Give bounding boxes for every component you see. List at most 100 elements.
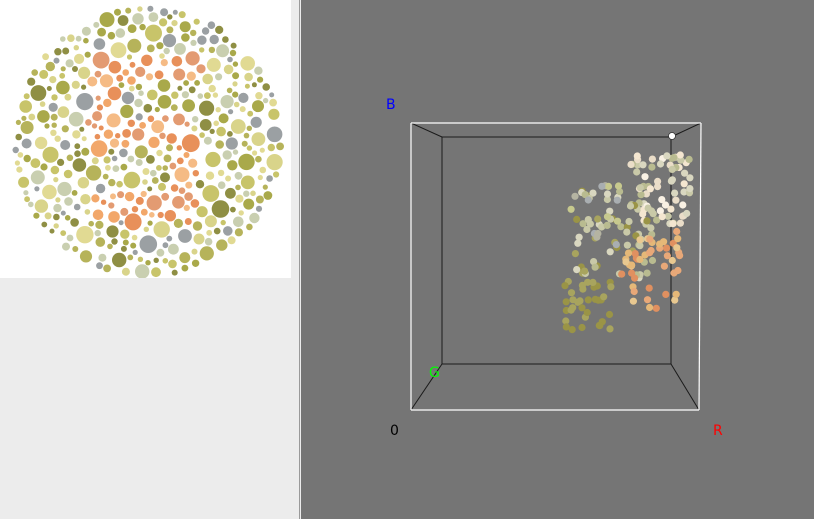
plate-dot (31, 69, 38, 76)
plate-dot (223, 64, 234, 75)
color-point (668, 256, 676, 265)
plate-dot (201, 27, 210, 35)
plate-dot (181, 134, 200, 153)
plate-dot (124, 213, 142, 231)
plate-dot (50, 165, 60, 175)
color-point (593, 233, 601, 241)
plate-dot (83, 37, 89, 44)
plate-dot (85, 119, 92, 126)
color-point (612, 241, 620, 249)
plate-dot (20, 121, 34, 134)
color-space-3d-view[interactable]: B G 0 R (301, 0, 814, 519)
plate-dot (184, 218, 192, 225)
color-point (644, 204, 652, 212)
plate-dot (66, 234, 74, 242)
color-point (670, 269, 678, 277)
plate-dot (117, 15, 129, 26)
plate-dot (112, 165, 120, 173)
plate-dot (91, 157, 99, 165)
plate-dot (91, 194, 100, 203)
color-point (622, 258, 630, 266)
plate-dot (166, 133, 177, 144)
plate-dot (238, 92, 249, 103)
plate-dot (112, 252, 127, 268)
color-point (656, 160, 665, 168)
plate-dot (90, 140, 108, 157)
plate-dot (98, 125, 104, 131)
plate-dot (162, 258, 169, 264)
plate-dot (49, 228, 55, 234)
plate-dot (95, 95, 101, 101)
plate-dot (60, 66, 66, 72)
axis-label-r: R (713, 423, 723, 439)
plate-dot (181, 264, 189, 272)
plate-dot (103, 264, 111, 273)
color-point (643, 217, 651, 225)
plate-dot (79, 126, 85, 132)
plate-dot (255, 195, 264, 204)
plate-dot (199, 47, 205, 53)
plate-dot (37, 110, 50, 123)
plate-dot (223, 226, 233, 236)
plate-dot (135, 196, 144, 205)
color-point (591, 263, 599, 271)
plate-dot (146, 195, 162, 211)
plate-dot (184, 192, 193, 201)
plate-dot (108, 178, 116, 187)
plate-dot (188, 158, 198, 168)
plate-dot (57, 181, 72, 197)
color-point (672, 290, 680, 298)
plate-dot (21, 115, 27, 121)
plate-dot (145, 73, 154, 81)
plate-dot (188, 86, 196, 94)
plate-dot (53, 203, 62, 213)
plate-dot (54, 135, 61, 142)
color-point (590, 258, 598, 266)
plate-dot (95, 237, 106, 247)
plate-dot (153, 221, 170, 238)
plate-dot (120, 163, 128, 171)
plate-dot (148, 12, 159, 22)
plate-dot (17, 152, 24, 158)
image-preview[interactable] (0, 0, 291, 278)
plate-dot (250, 190, 256, 197)
plate-dot (174, 167, 190, 183)
plate-dot (97, 27, 106, 37)
plate-dot (114, 8, 121, 16)
plate-dot (99, 12, 115, 28)
plate-dot (76, 226, 94, 244)
color-point (645, 284, 653, 292)
color-point (571, 192, 579, 200)
color-point (667, 177, 675, 185)
plate-dot (30, 85, 47, 101)
plate-dot (34, 199, 49, 213)
color-point (604, 182, 613, 190)
plate-dot (149, 212, 155, 218)
plate-dot (230, 119, 246, 134)
plate-dot (27, 77, 36, 86)
color-point (578, 304, 586, 312)
color-point (616, 187, 624, 196)
color-point (623, 241, 631, 249)
plate-dot (110, 193, 116, 200)
plate-dot (106, 113, 121, 128)
plate-dot (59, 72, 66, 79)
plate-dot (147, 5, 154, 12)
plate-dot (50, 113, 58, 121)
plate-dot (137, 6, 143, 12)
plate-dot (196, 206, 208, 218)
color-point (643, 269, 651, 277)
plate-dot (28, 113, 36, 121)
plate-dot (151, 267, 161, 278)
color-point (562, 317, 570, 325)
color-point (663, 152, 671, 160)
color-point (578, 281, 586, 289)
plate-dot (173, 113, 185, 126)
plate-dot (176, 157, 184, 165)
plate-dot (138, 90, 144, 96)
color-point (606, 325, 614, 333)
plate-dot (135, 66, 146, 77)
plate-dot (243, 190, 250, 197)
color-point (664, 212, 672, 220)
plate-dot (232, 91, 239, 98)
